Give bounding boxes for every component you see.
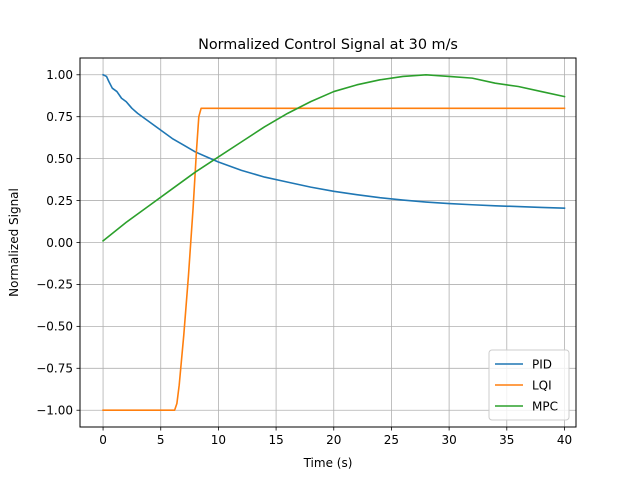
legend-box	[488, 349, 570, 421]
y-axis-label: Normalized Signal	[7, 188, 21, 297]
x-tick-label: 30	[441, 433, 456, 447]
x-tick-label: 35	[499, 433, 514, 447]
x-ticks: 0 5 10 15 20 25 30 35 40	[99, 427, 572, 447]
y-tick-label: 0.50	[46, 152, 73, 166]
x-tick-label: 25	[384, 433, 399, 447]
series-line-pid	[102, 73, 566, 209]
series-line-mpc	[101, 73, 566, 242]
chart-title: Normalized Control Signal at 30 m/s	[198, 37, 458, 53]
y-tick-label: −0.25	[36, 278, 73, 292]
y-tick-label: −0.75	[36, 362, 73, 376]
series-line-lqi	[102, 107, 566, 412]
x-tick-label: 10	[211, 433, 226, 447]
legend-label-lqi: LQI	[532, 378, 552, 392]
x-tick-label: 20	[326, 433, 341, 447]
y-tick-label: 1.00	[46, 68, 73, 82]
legend: PID LQI MPC	[488, 349, 570, 421]
series-lines	[101, 73, 566, 412]
grid	[80, 58, 576, 427]
y-tick-label: 0.75	[46, 110, 73, 124]
x-tick-label: 40	[557, 433, 572, 447]
y-tick-label: 0.25	[46, 194, 73, 208]
x-axis-label: Time (s)	[303, 456, 353, 470]
y-ticks: −1.00 −0.75 −0.50 −0.25 0.00 0.25 0.50 0.75 1.00	[36, 68, 80, 418]
y-tick-label: 0.00	[46, 236, 73, 250]
legend-label-mpc: MPC	[532, 399, 558, 413]
y-tick-label: −0.50	[36, 320, 73, 334]
x-tick-label: 0	[99, 433, 107, 447]
legend-label-pid: PID	[532, 357, 552, 371]
x-tick-label: 5	[157, 433, 165, 447]
x-tick-label: 15	[268, 433, 283, 447]
y-tick-label: −1.00	[36, 404, 73, 418]
